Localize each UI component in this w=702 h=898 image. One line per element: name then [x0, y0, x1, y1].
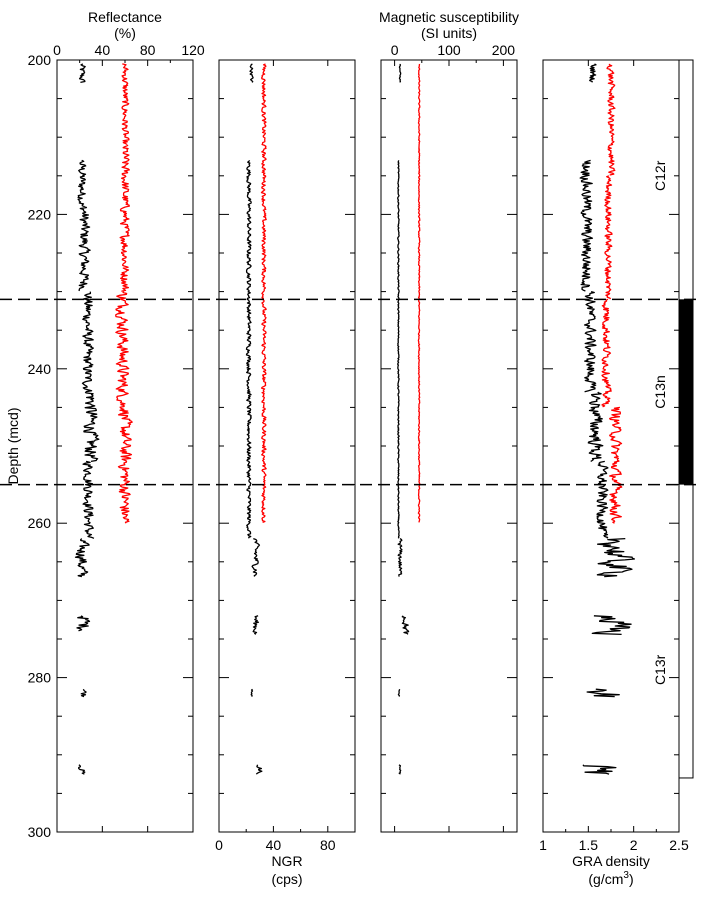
- y-tick-label: 200: [28, 52, 52, 68]
- x-tick-label-ngr: 40: [266, 837, 282, 853]
- series-line-reflectance-0: [76, 615, 91, 632]
- polarity-normal-zone: [679, 299, 693, 485]
- series-line-reflectance-0: [77, 159, 87, 208]
- series-line-ngr-0: [249, 63, 254, 83]
- series-line-reflectance-0: [80, 688, 87, 698]
- series-line-gra_density-0: [582, 764, 617, 775]
- series-line-gra_density-1: [606, 63, 616, 176]
- series-line-gra_density-1: [601, 298, 612, 408]
- y-tick-label: 240: [28, 361, 52, 377]
- x-tick-label-reflectance: 0: [53, 42, 61, 58]
- series-line-gra_density-0: [586, 688, 620, 698]
- y-tick-label: 220: [28, 206, 52, 222]
- x-axis-unit-ngr: (cps): [271, 871, 302, 887]
- x-tick-label-reflectance: 80: [140, 42, 156, 58]
- series-line-ngr-0: [251, 537, 261, 577]
- series-line-magnetic_susceptibility-0: [397, 689, 401, 697]
- x-tick-label-reflectance: 40: [95, 42, 111, 58]
- series-line-magnetic_susceptibility-1: [417, 63, 421, 523]
- series-line-reflectance-0: [78, 63, 86, 84]
- x-tick-label-ngr: 0: [215, 837, 223, 853]
- chron-label-C13n: C13n: [652, 375, 668, 408]
- series-line-ngr-0: [250, 688, 254, 697]
- x-tick-label-gra_density: 2.5: [669, 837, 689, 853]
- series-line-reflectance-1: [115, 291, 130, 409]
- panel-frame-ngr: [218, 59, 356, 833]
- y-axis-label: Depth (mcd): [5, 407, 21, 484]
- series-line-gra_density-0: [591, 615, 632, 636]
- unit-end: ): [629, 871, 634, 887]
- unit-base: (g/cm: [588, 871, 623, 887]
- series-line-magnetic_susceptibility-0: [398, 764, 402, 775]
- chron-label-C12r: C12r: [652, 160, 668, 191]
- x-tick-label-magnetic_susceptibility: 0: [391, 42, 399, 58]
- x-tick-label-reflectance: 120: [181, 42, 205, 58]
- series-line-ngr-1: [260, 63, 267, 524]
- series-line-gra_density-0: [596, 460, 609, 539]
- series-line-gra_density-0: [596, 537, 636, 578]
- panel-title-unit-magnetic_susceptibility: (SI units): [421, 25, 477, 41]
- series-line-reflectance-0: [83, 391, 100, 463]
- series-line-reflectance-1: [121, 63, 130, 146]
- x-tick-label-gra_density: 1: [539, 837, 547, 853]
- series-line-gra_density-0: [587, 391, 604, 462]
- y-tick-label: 280: [28, 670, 52, 686]
- chron-label-C13r: C13r: [652, 654, 668, 685]
- series-line-ngr-0: [255, 764, 263, 775]
- x-tick-label-gra_density: 2: [630, 837, 638, 853]
- x-axis-label-ngr: NGR: [271, 853, 302, 869]
- series-line-magnetic_susceptibility-0: [397, 538, 403, 577]
- series-line-gra_density-0: [589, 63, 597, 83]
- series-line-ngr-0: [245, 159, 252, 539]
- unit-superscript: 3: [623, 870, 629, 881]
- series-line-gra_density-1: [609, 406, 623, 524]
- series-line-reflectance-0: [82, 460, 95, 539]
- x-tick-label-magnetic_susceptibility: 100: [437, 42, 461, 58]
- x-axis-label-gra_density: GRA density: [572, 853, 650, 869]
- y-tick-label: 260: [28, 515, 52, 531]
- panel-title-reflectance: Reflectance: [88, 9, 162, 25]
- series-line-reflectance-1: [117, 406, 133, 524]
- series-line-magnetic_susceptibility-0: [398, 63, 402, 83]
- panel-title-magnetic_susceptibility: Magnetic susceptibility: [379, 9, 519, 25]
- x-tick-label-magnetic_susceptibility: 200: [492, 42, 516, 58]
- series-line-gra_density-0: [583, 290, 597, 393]
- series-line-ngr-0: [252, 615, 260, 635]
- y-tick-label: 300: [28, 824, 52, 840]
- series-line-magnetic_susceptibility-0: [401, 615, 410, 635]
- series-line-reflectance-0: [78, 206, 91, 292]
- series-line-reflectance-0: [78, 764, 86, 775]
- panel-frame-magnetic_susceptibility: [380, 59, 518, 833]
- x-axis-unit-gra_density: (g/cm3): [588, 870, 633, 887]
- series-line-magnetic_susceptibility-0: [397, 160, 400, 539]
- x-tick-label-ngr: 80: [320, 837, 336, 853]
- series-line-reflectance-1: [119, 144, 130, 292]
- series-line-reflectance-0: [74, 538, 90, 578]
- series-line-gra_density-0: [579, 159, 594, 292]
- series-line-reflectance-0: [81, 291, 94, 393]
- x-tick-label-gra_density: 1.5: [579, 837, 599, 853]
- panel-title-unit-reflectance: (%): [114, 25, 136, 41]
- series-line-gra_density-1: [604, 175, 613, 300]
